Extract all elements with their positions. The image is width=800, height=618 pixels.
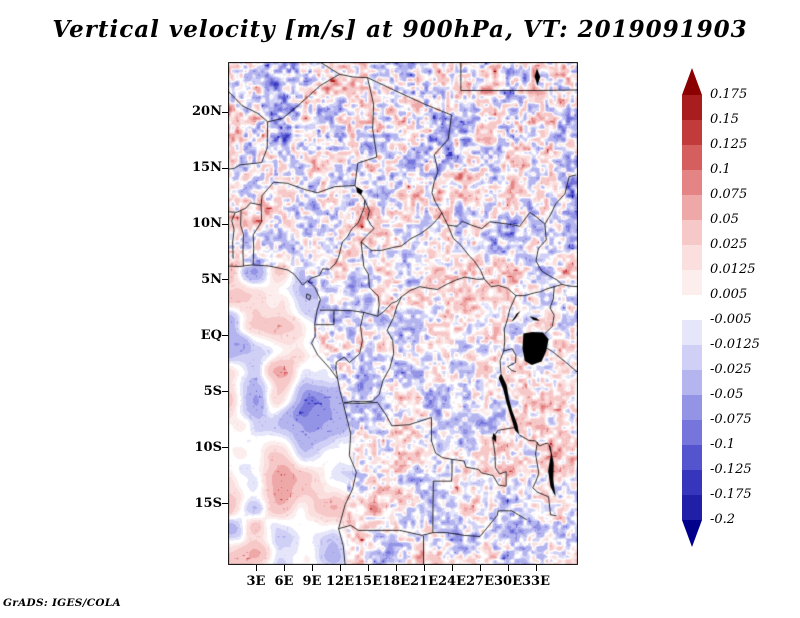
lat-tick-label: 15S xyxy=(194,495,222,511)
colorbar-segment xyxy=(682,95,702,120)
lon-tick-label: 18E xyxy=(382,574,410,589)
lon-tick xyxy=(283,565,285,571)
colorbar-tick-label: -0.05 xyxy=(710,387,744,402)
colorbar-segment xyxy=(682,295,702,320)
lat-tick-label: 20N xyxy=(192,104,222,120)
lat-tick xyxy=(222,335,228,337)
colorbar-arrow-down xyxy=(682,520,702,547)
colorbar-tick-label: -0.1 xyxy=(710,437,736,452)
lon-tick-label: 27E xyxy=(466,574,494,589)
colorbar-tick-label: 0.125 xyxy=(710,137,748,152)
lat-tick-label: 15N xyxy=(192,160,222,176)
lon-tick-label: 12E xyxy=(326,574,354,589)
colorbar-tick-label: -0.025 xyxy=(710,362,752,377)
colorbar-segment xyxy=(682,320,702,345)
lon-tick xyxy=(311,565,313,571)
colorbar-segment xyxy=(682,470,702,495)
lon-tick xyxy=(479,565,481,571)
colorbar-tick-label: 0.075 xyxy=(710,187,748,202)
colorbar-segment xyxy=(682,395,702,420)
lon-tick-label: 9E xyxy=(302,574,322,589)
lon-tick xyxy=(255,565,257,571)
lat-tick xyxy=(222,447,228,449)
colorbar-tick-label: 0.005 xyxy=(710,287,748,302)
colorbar-tick-label: 0.1 xyxy=(710,162,731,177)
colorbar-segment xyxy=(682,245,702,270)
velocity-field-canvas xyxy=(228,62,578,565)
colorbar-tick-label: 0.05 xyxy=(710,212,739,227)
lon-tick-label: 6E xyxy=(274,574,294,589)
colorbar-segment xyxy=(682,145,702,170)
colorbar-segment xyxy=(682,120,702,145)
colorbar-segment xyxy=(682,445,702,470)
lon-tick-label: 3E xyxy=(246,574,266,589)
colorbar-segment xyxy=(682,495,702,520)
lon-tick xyxy=(395,565,397,571)
colorbar-tick-label: -0.0125 xyxy=(710,337,760,352)
colorbar-tick-label: 0.15 xyxy=(710,112,739,127)
colorbar-segment xyxy=(682,195,702,220)
colorbar-tick-label: -0.075 xyxy=(710,412,752,427)
colorbar-tick-label: -0.005 xyxy=(710,312,752,327)
colorbar-tick-label: -0.125 xyxy=(710,462,752,477)
lat-tick-label: 5S xyxy=(203,383,222,399)
lat-tick-label: EQ xyxy=(200,327,222,343)
lat-tick xyxy=(222,503,228,505)
colorbar-tick-label: -0.2 xyxy=(710,512,736,527)
colorbar-arrow-up xyxy=(682,68,702,95)
lat-tick xyxy=(222,223,228,225)
lon-tick-label: 21E xyxy=(410,574,438,589)
lat-tick xyxy=(222,111,228,113)
lon-tick-label: 33E xyxy=(522,574,550,589)
lat-tick-label: 10N xyxy=(192,216,222,232)
lon-tick xyxy=(339,565,341,571)
lon-tick xyxy=(535,565,537,571)
map-plot xyxy=(228,62,578,565)
colorbar-segment xyxy=(682,420,702,445)
chart-title: Vertical velocity [m/s] at 900hPa, VT: 2… xyxy=(52,16,748,43)
lon-tick xyxy=(507,565,509,571)
colorbar-tick-label: -0.175 xyxy=(710,487,752,502)
lon-tick xyxy=(367,565,369,571)
colorbar-segment xyxy=(682,345,702,370)
colorbar-segment xyxy=(682,270,702,295)
lon-tick-label: 24E xyxy=(438,574,466,589)
grads-credit: GrADS: IGES/COLA xyxy=(3,597,121,609)
lat-tick xyxy=(222,167,228,169)
colorbar-tick-label: 0.0125 xyxy=(710,262,756,277)
colorbar-segment xyxy=(682,170,702,195)
colorbar-segment xyxy=(682,370,702,395)
lat-tick-label: 10S xyxy=(194,439,222,455)
lat-tick xyxy=(222,279,228,281)
lat-tick xyxy=(222,391,228,393)
lon-tick-label: 15E xyxy=(354,574,382,589)
colorbar-segment xyxy=(682,220,702,245)
lon-tick xyxy=(451,565,453,571)
colorbar-tick-label: 0.025 xyxy=(710,237,748,252)
colorbar xyxy=(682,68,702,547)
lon-tick xyxy=(423,565,425,571)
lat-tick-label: 5N xyxy=(201,271,222,287)
colorbar-tick-label: 0.175 xyxy=(710,87,748,102)
lon-tick-label: 30E xyxy=(494,574,522,589)
